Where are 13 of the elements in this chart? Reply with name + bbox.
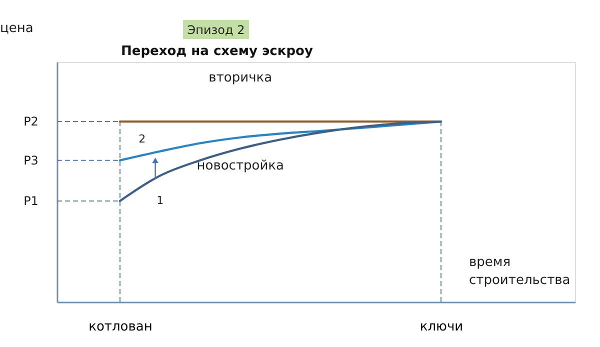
annotation: 2 (138, 132, 146, 146)
x-axis-title: время строительства (469, 255, 570, 288)
text: вторичка (208, 70, 272, 86)
chart-title: Переход на схему эскроу (121, 44, 314, 59)
annotation: 1 (156, 194, 164, 207)
text: цена (0, 21, 34, 36)
ref-line-label: P3 (24, 153, 38, 168)
ref-line-label: P2 (24, 114, 38, 129)
series-label: новостройка (196, 158, 284, 174)
ref-line-label: P1 (24, 194, 38, 208)
text: Эпизод 2 (187, 23, 245, 37)
x-tick-label: котлован (88, 320, 152, 334)
x-tick-label: ключи (420, 320, 464, 334)
